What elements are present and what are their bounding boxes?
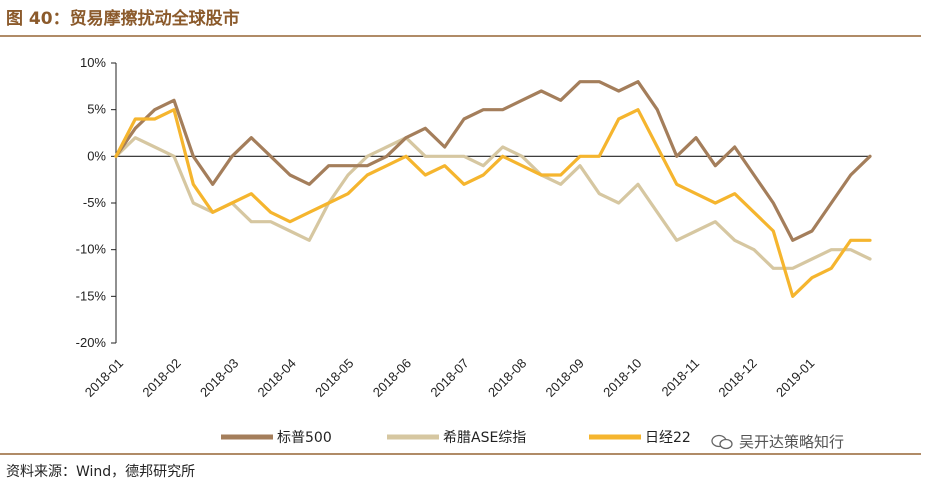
series-line-1 — [114, 80, 872, 242]
x-tick-label: 2019-01 — [773, 356, 817, 400]
legend-label-1: 标普500 — [277, 430, 332, 446]
chart-axes: 10% 5% 0% -5% -10% -15% -20% 2018-01 2018-02 2018… — [76, 55, 870, 400]
x-tick-label: 2018-08 — [485, 356, 529, 400]
x-tick-label: 2018-07 — [427, 356, 471, 400]
x-tick-label: 2018-02 — [139, 356, 183, 400]
figure-title: 图 40：贸易摩擦扰动全球股市 — [6, 9, 240, 29]
x-tick-label: 2018-11 — [658, 356, 702, 400]
y-tick-label: 0% — [87, 148, 106, 163]
x-tick-label: 2018-05 — [312, 356, 356, 400]
watermark: 吴开达策略知行 — [707, 430, 849, 453]
x-tick-label: 2018-01 — [82, 356, 126, 400]
watermark-text: 吴开达策略知行 — [739, 433, 845, 451]
series-line-2 — [114, 136, 872, 270]
y-tick-label: -20% — [76, 335, 107, 350]
y-tick-label: -5% — [83, 195, 107, 210]
chat-bubble-icon — [711, 434, 733, 449]
x-tick-label: 2018-12 — [715, 356, 759, 400]
x-tick-label: 2018-03 — [197, 356, 241, 400]
series-line-3 — [114, 108, 872, 298]
y-tick-label: 5% — [87, 102, 106, 117]
y-tick-label: 10% — [80, 55, 106, 70]
legend-label-3: 日经22 — [645, 430, 691, 446]
y-tick-label: -15% — [76, 288, 107, 303]
title-rule — [0, 35, 921, 37]
legend-label-2: 希腊ASE综指 — [443, 430, 526, 446]
chart-series — [114, 80, 872, 298]
x-tick-label: 2018-04 — [255, 356, 299, 400]
chart-legend: 标普500 希腊ASE综指 日经22 — [221, 430, 691, 446]
x-tick-label: 2018-09 — [543, 356, 587, 400]
y-tick-label: -10% — [76, 242, 107, 257]
source-note: 资料来源：Wind，德邦研究所 — [6, 464, 196, 480]
footer-rule — [0, 453, 921, 455]
x-tick-label: 2018-10 — [600, 356, 644, 400]
x-tick-label: 2018-06 — [370, 356, 414, 400]
